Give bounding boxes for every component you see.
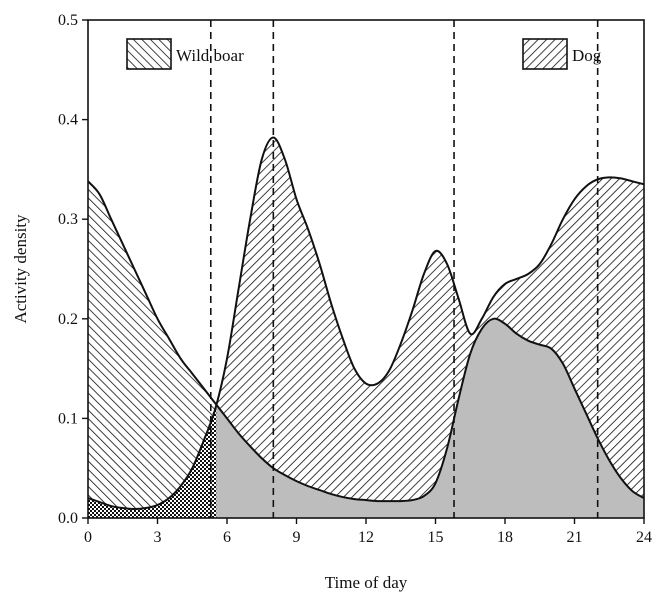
y-tick-label: 0.0: [58, 510, 78, 527]
x-tick-label: 6: [223, 529, 231, 546]
wild-boar-line: [88, 180, 644, 503]
x-tick-label: 0: [84, 529, 92, 546]
legend-label-1: Dog: [572, 46, 602, 65]
legend-label-0: Wild boar: [176, 46, 244, 65]
legend-swatch-0: [126, 38, 172, 70]
x-tick-label: 24: [636, 529, 652, 546]
dog-line: [88, 136, 644, 511]
x-axis-label: Time of day: [325, 573, 408, 592]
x-tick-label: 21: [567, 529, 583, 546]
y-tick-label: 0.1: [58, 410, 78, 427]
y-axis-label: Activity density: [11, 214, 30, 324]
x-tick-label: 12: [358, 529, 374, 546]
x-tick-label: 9: [293, 529, 301, 546]
y-tick-label: 0.4: [58, 112, 78, 129]
legend: Wild boar Dog: [126, 38, 602, 70]
y-tick-label: 0.5: [58, 12, 78, 29]
y-tick-label: 0.2: [58, 311, 78, 328]
x-tick-label: 18: [497, 529, 513, 546]
legend-swatch-1: [522, 38, 568, 70]
x-tick-label: 3: [154, 529, 162, 546]
y-tick-label: 0.3: [58, 211, 78, 228]
x-tick-label: 15: [428, 529, 444, 546]
overlap-gray: [216, 318, 644, 518]
